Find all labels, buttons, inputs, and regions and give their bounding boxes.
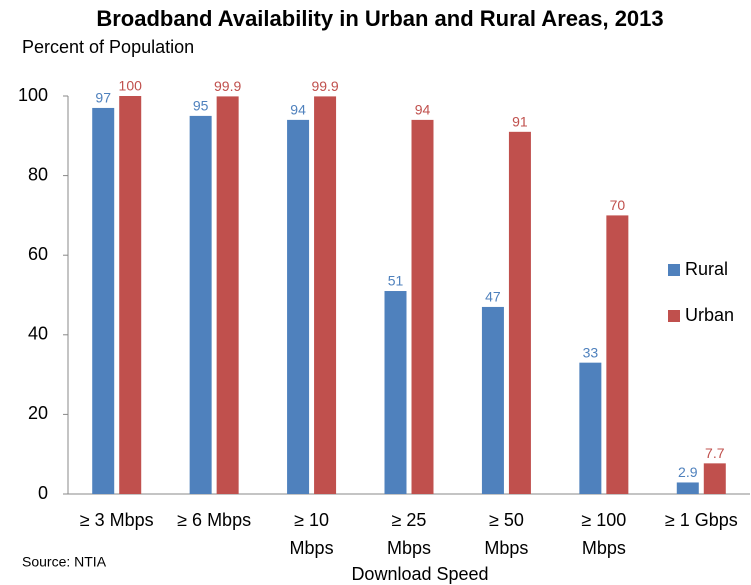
y-tick-label: 60 bbox=[28, 244, 48, 264]
bar bbox=[606, 215, 629, 494]
x-tick-label: ≥ 6 Mbps bbox=[177, 510, 252, 530]
x-tick-label: ≥ 10 Mbps bbox=[289, 510, 334, 558]
data-label: 100 bbox=[119, 78, 143, 94]
y-tick-label: 40 bbox=[28, 324, 48, 344]
x-tick-label: ≥ 100 Mbps bbox=[581, 510, 627, 558]
bar bbox=[119, 96, 142, 494]
data-label: 2.9 bbox=[678, 464, 698, 480]
chart-title: Broadband Availability in Urban and Rura… bbox=[96, 6, 663, 31]
legend-label: Urban bbox=[685, 305, 734, 325]
data-label: 91 bbox=[512, 114, 528, 130]
data-label: 99.9 bbox=[311, 78, 338, 94]
data-label: 33 bbox=[583, 344, 599, 360]
bar bbox=[216, 96, 239, 494]
y-tick-label: 100 bbox=[18, 85, 48, 105]
x-tick-label: ≥ 1 Gbps bbox=[664, 510, 738, 530]
bar bbox=[508, 131, 531, 494]
data-label: 99.9 bbox=[214, 78, 241, 94]
bar bbox=[287, 119, 310, 494]
legend-label: Rural bbox=[685, 259, 728, 279]
bar bbox=[92, 107, 115, 494]
bar bbox=[384, 291, 407, 494]
data-label: 97 bbox=[95, 90, 111, 106]
x-tick-label: ≥ 25 Mbps bbox=[386, 510, 431, 558]
data-label: 51 bbox=[388, 273, 404, 289]
bar bbox=[314, 96, 337, 494]
data-label: 47 bbox=[485, 289, 501, 305]
bar bbox=[579, 362, 602, 494]
bar bbox=[676, 482, 699, 494]
data-label: 94 bbox=[290, 102, 306, 118]
y-tick-label: 0 bbox=[38, 483, 48, 503]
x-axis-title: Download Speed bbox=[351, 564, 488, 584]
legend-swatch bbox=[668, 264, 680, 276]
data-label: 70 bbox=[610, 197, 626, 213]
legend-swatch bbox=[668, 310, 680, 322]
bar bbox=[189, 115, 212, 495]
bar bbox=[481, 306, 504, 494]
x-tick-label: ≥ 3 Mbps bbox=[79, 510, 154, 530]
data-label: 94 bbox=[415, 102, 431, 118]
subtitle: Percent of Population bbox=[22, 37, 194, 57]
bar bbox=[703, 463, 726, 494]
y-tick-label: 80 bbox=[28, 164, 48, 184]
data-label: 95 bbox=[193, 98, 209, 114]
bar bbox=[411, 119, 434, 494]
data-label: 7.7 bbox=[705, 445, 725, 461]
source: Source: NTIA bbox=[22, 554, 107, 570]
y-tick-label: 20 bbox=[28, 403, 48, 423]
x-tick-label: ≥ 50 Mbps bbox=[484, 510, 529, 558]
